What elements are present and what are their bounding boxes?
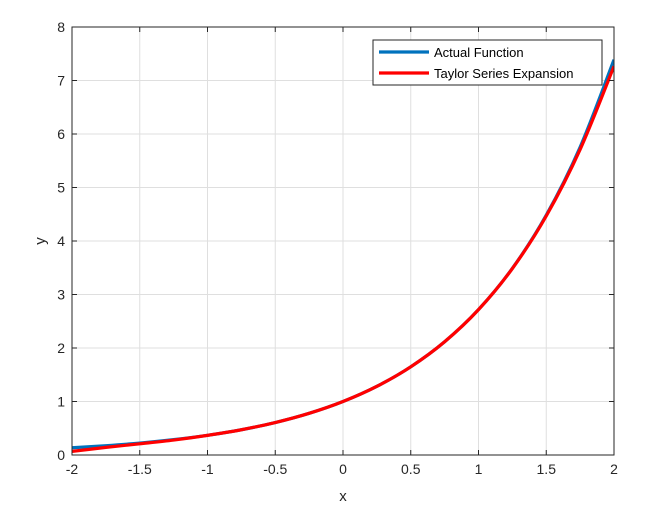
y-tick-label: 5 [57, 180, 65, 196]
y-tick-label: 0 [57, 447, 65, 463]
x-tick-label: 1 [475, 461, 483, 477]
legend: Actual Function Taylor Series Expansion [372, 39, 603, 86]
x-tick-label: -2 [66, 461, 79, 477]
x-tick-label: -1 [201, 461, 214, 477]
x-tick-label: 2 [610, 461, 618, 477]
y-tick-label: 1 [57, 394, 65, 410]
y-tick-label: 2 [57, 340, 65, 356]
x-tick-label: 1.5 [537, 461, 557, 477]
x-axis-label: x [339, 488, 347, 505]
y-axis-label: y [32, 237, 49, 245]
legend-label-1: Actual Function [434, 45, 524, 60]
x-tick-label: 0 [339, 461, 347, 477]
x-tick-label: -1.5 [128, 461, 152, 477]
y-tick-label: 3 [57, 287, 65, 303]
y-tick-label: 4 [57, 233, 65, 249]
legend-box [372, 39, 603, 86]
y-tick-label: 7 [57, 73, 65, 89]
legend-label-2: Taylor Series Expansion [434, 66, 573, 81]
y-tick-label: 6 [57, 126, 65, 142]
series-line-2 [72, 65, 614, 454]
x-tick-label: -0.5 [263, 461, 287, 477]
x-tick-label: 0.5 [401, 461, 421, 477]
y-tick-label: 8 [57, 19, 65, 35]
